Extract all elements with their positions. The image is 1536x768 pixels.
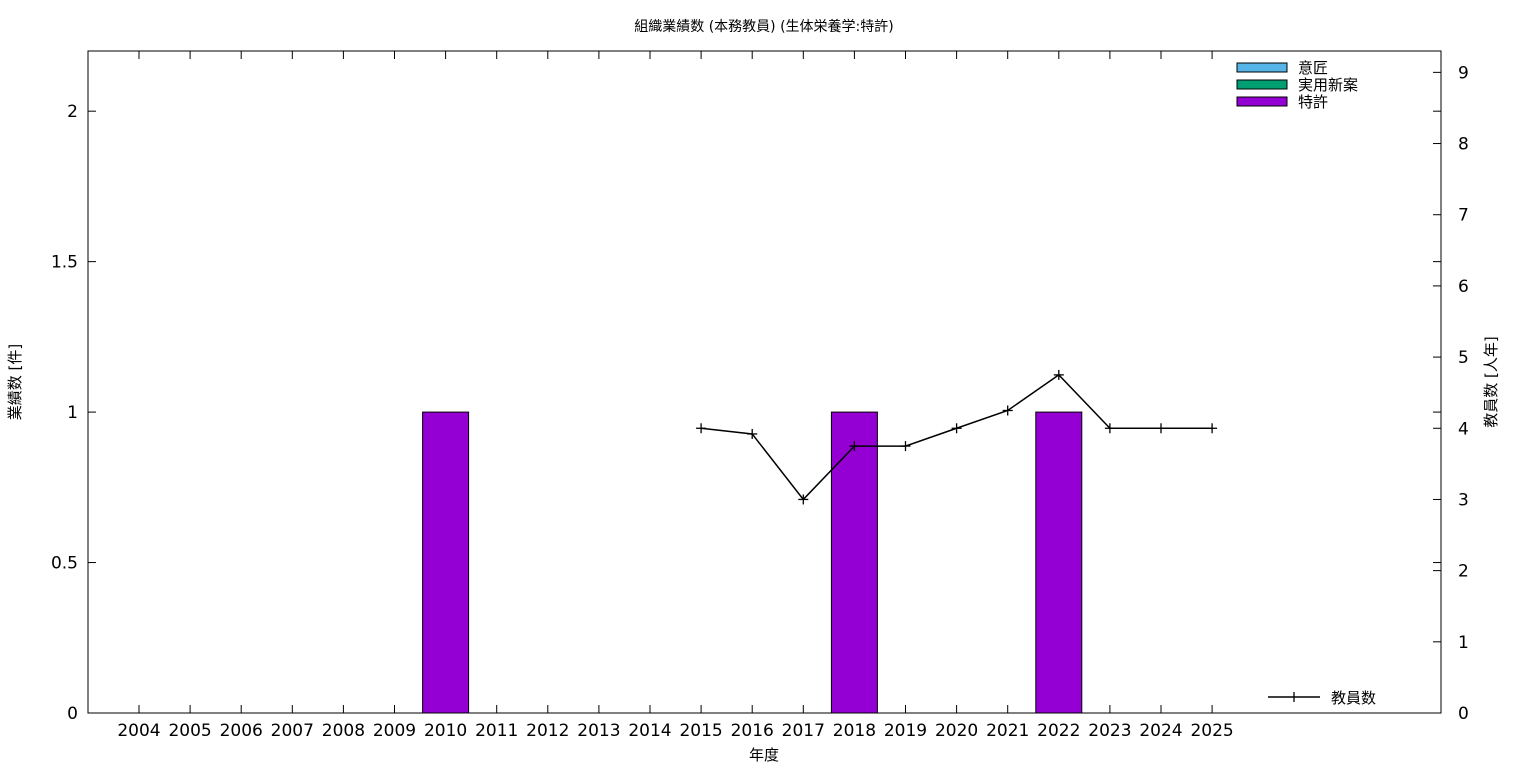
line-point-2023 [1104, 423, 1115, 434]
bar-series [422, 411, 1083, 714]
y2-tick-label: 1 [1458, 633, 1469, 653]
line-point-2016 [747, 428, 758, 439]
y-tick-label: 2 [67, 102, 78, 122]
x-tick-label: 2009 [373, 721, 416, 741]
line-point-2025 [1207, 423, 1218, 434]
line-point-2015 [696, 423, 707, 434]
legend-label-特許: 特許 [1298, 93, 1328, 111]
x-tick-label: 2017 [782, 721, 825, 741]
left-axis: 0 0.5 1 1.5 2 [51, 102, 1441, 724]
x-tick-label: 2021 [986, 721, 1029, 741]
line-series [696, 369, 1218, 505]
bar-特許-2022 [1035, 411, 1083, 714]
legend-label-実用新案: 実用新案 [1298, 76, 1358, 94]
legend-label-教員数: 教員数 [1331, 689, 1376, 707]
x-tick-label: 2018 [833, 721, 876, 741]
x-tick-label: 2008 [322, 721, 365, 741]
bar-特許-2010 [422, 411, 470, 714]
x-tick-label: 2016 [731, 721, 774, 741]
x-tick-label: 2004 [117, 721, 160, 741]
y2-tick-label: 3 [1458, 490, 1469, 510]
y2-tick-label: 4 [1458, 419, 1469, 439]
x-tick-label: 2022 [1037, 721, 1080, 741]
y-tick-label: 1 [67, 403, 78, 423]
x-tick-label: 2006 [220, 721, 263, 741]
y2-tick-label: 0 [1458, 704, 1469, 724]
line-point-2018 [849, 441, 860, 452]
y-tick-label: 0.5 [51, 554, 78, 574]
x-tick-label: 2019 [884, 721, 927, 741]
x-tick-label: 2020 [935, 721, 978, 741]
legend-swatch-特許 [1236, 96, 1288, 107]
x-tick-label: 2005 [168, 721, 211, 741]
line-path [701, 373, 1213, 501]
y2-tick-label: 6 [1458, 277, 1469, 297]
bar-特許-2018 [830, 411, 878, 714]
y2-tick-label: 7 [1458, 206, 1469, 226]
y2-axis-label: 教員数 [人年] [1482, 336, 1500, 427]
x-axis-label: 年度 [749, 746, 779, 764]
x-tick-label: 2015 [679, 721, 722, 741]
x-tick-label: 2007 [271, 721, 314, 741]
y2-tick-label: 9 [1458, 63, 1469, 83]
x-tick-label: 2014 [628, 721, 671, 741]
legend-swatch-意匠 [1236, 62, 1288, 73]
x-tick-label: 2010 [424, 721, 467, 741]
line-point-2019 [900, 441, 911, 452]
y2-tick-label: 8 [1458, 135, 1469, 155]
legend-label-意匠: 意匠 [1298, 59, 1328, 77]
right-axis: 0 1 2 3 4 5 6 7 8 9 [1433, 63, 1469, 724]
y2-tick-label: 5 [1458, 348, 1469, 368]
line-point-2020 [951, 423, 962, 434]
y-tick-label: 0 [67, 704, 78, 724]
line-point-2024 [1156, 423, 1166, 434]
x-tick-label: 2025 [1190, 721, 1233, 741]
x-tick-label: 2024 [1139, 721, 1182, 741]
x-axis: 2004 2005 2006 2007 2008 2009 2010 2011 2012 2013… [117, 51, 1234, 741]
y2-tick-label: 2 [1458, 562, 1469, 582]
line-point-2022 [1053, 369, 1064, 380]
y-axis-label: 業績数 [件] [6, 344, 24, 420]
x-tick-label: 2013 [577, 721, 620, 741]
x-tick-label: 2011 [475, 721, 518, 741]
line-point-2017 [798, 494, 809, 505]
x-tick-label: 2012 [526, 721, 569, 741]
plot-frame [87, 50, 1442, 714]
y-tick-label: 1.5 [51, 253, 78, 273]
chart-title: 組織業績数 (本務教員) (生体栄養学:特許) [634, 18, 893, 35]
x-tick-label: 2023 [1088, 721, 1131, 741]
legend-swatch-実用新案 [1236, 79, 1288, 90]
line-point-2021 [1002, 405, 1013, 416]
